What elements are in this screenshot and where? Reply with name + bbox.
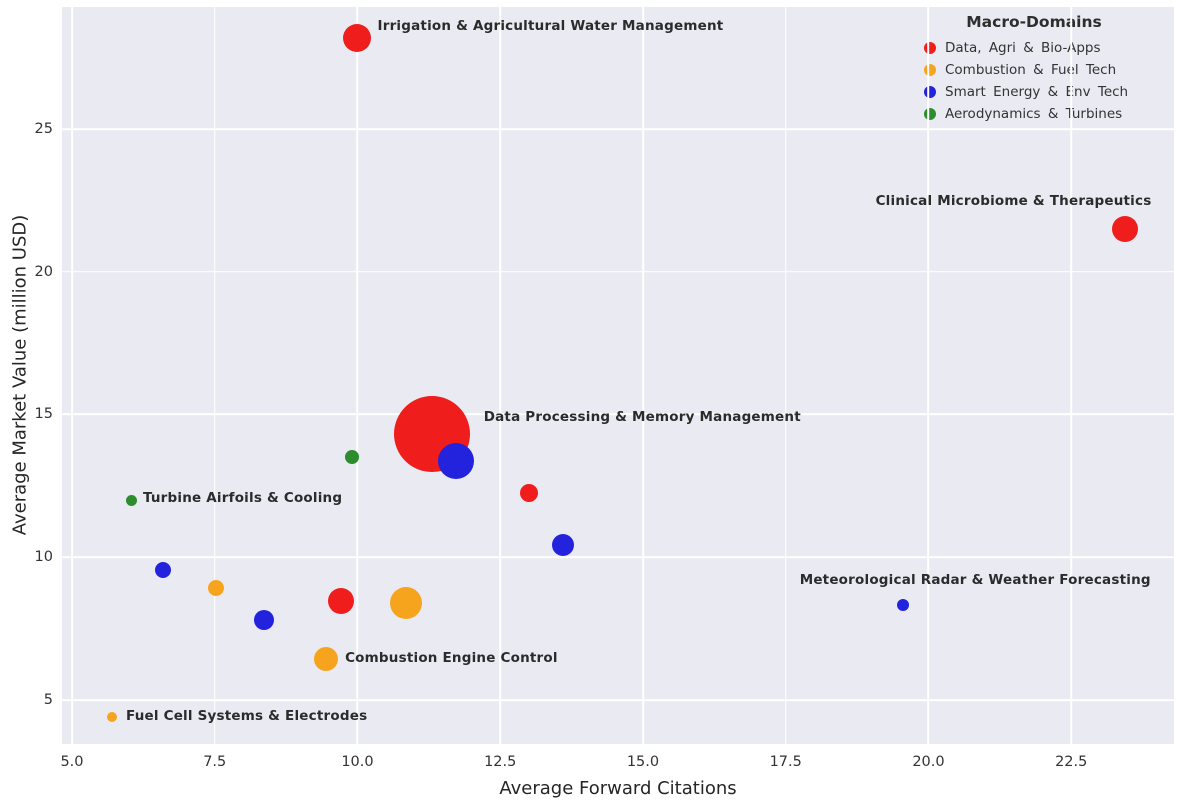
- legend-entry-label: Smart Energy & Env Tech: [945, 84, 1129, 100]
- x-tick-label: 20.0: [912, 754, 945, 770]
- gridline-vertical: [71, 7, 73, 744]
- y-tick-label: 15: [34, 406, 53, 423]
- data-point: [390, 586, 423, 619]
- data-point: [344, 450, 359, 465]
- gridline-vertical: [499, 7, 502, 744]
- data-point: [519, 484, 538, 502]
- data-point: [155, 562, 172, 579]
- point-label: Clinical Microbiome & Therapeutics: [875, 192, 1152, 209]
- x-tick-label: 10.0: [341, 754, 374, 770]
- x-tick-label: 22.5: [1055, 754, 1088, 770]
- gridline-horizontal: [62, 270, 1174, 273]
- legend-entry: Combustion & Fuel Tech: [914, 59, 1154, 81]
- y-tick-label: 20: [34, 263, 53, 280]
- x-tick-label: 7.5: [203, 754, 227, 770]
- gridline-vertical: [642, 7, 644, 744]
- gridline-horizontal: [62, 556, 1174, 559]
- data-point: [1112, 215, 1139, 242]
- x-axis-label: Average Forward Citations: [499, 778, 737, 799]
- gridline-horizontal: [62, 699, 1174, 701]
- x-tick-label: 17.5: [769, 754, 802, 770]
- point-label: Combustion Engine Control: [345, 650, 558, 667]
- data-point: [327, 587, 354, 614]
- legend-marker-icon: [924, 108, 936, 120]
- legend-entry-label: Combustion & Fuel Tech: [945, 62, 1117, 78]
- legend-marker-icon: [924, 64, 936, 76]
- legend-entry-label: Aerodynamics & Turbines: [945, 106, 1123, 122]
- data-point: [314, 647, 339, 672]
- legend-title: Macro-Domains: [966, 13, 1102, 31]
- y-tick-label: 25: [34, 120, 53, 137]
- gridline-vertical: [213, 7, 216, 744]
- data-point: [896, 599, 909, 612]
- x-tick-label: 5.0: [60, 754, 84, 770]
- data-point: [437, 442, 474, 479]
- legend-entries: Data, Agri & Bio-Apps Combustion & Fuel T…: [914, 37, 1154, 125]
- data-point: [253, 610, 274, 631]
- x-tick-label: 15.0: [626, 754, 660, 770]
- point-label: Turbine Airfoils & Cooling: [142, 490, 343, 507]
- legend-entry: Aerodynamics & Turbines: [914, 103, 1154, 125]
- gridline-horizontal: [62, 413, 1174, 416]
- x-tick-label: 12.5: [484, 754, 517, 770]
- point-label: Fuel Cell Systems & Electrodes: [125, 708, 368, 725]
- point-label: Meteorological Radar & Weather Forecasti…: [799, 572, 1151, 589]
- legend-marker-icon: [924, 42, 936, 54]
- plot-area: Macro-Domains Data, Agri & Bio-Apps Combu…: [62, 7, 1174, 744]
- data-point: [343, 23, 372, 52]
- point-label: Data Processing & Memory Management: [483, 409, 801, 426]
- y-axis-label: Average Market Value (million USD): [9, 214, 31, 536]
- legend: Macro-Domains Data, Agri & Bio-Apps Combu…: [910, 11, 1158, 127]
- y-tick-label: 10: [34, 549, 53, 566]
- gridline-vertical: [1070, 7, 1073, 744]
- gridline-vertical: [927, 7, 930, 744]
- legend-entry: Data, Agri & Bio-Apps: [914, 37, 1154, 59]
- legend-marker-icon: [924, 86, 936, 98]
- gridline-horizontal: [62, 128, 1174, 130]
- point-label: Irrigation & Agricultural Water Manageme…: [377, 17, 724, 34]
- data-point: [106, 712, 117, 723]
- legend-entry-label: Data, Agri & Bio-Apps: [945, 40, 1101, 56]
- data-point: [207, 580, 224, 597]
- y-tick-label: 5: [43, 692, 53, 709]
- gridline-vertical: [784, 7, 787, 744]
- data-point: [126, 494, 138, 506]
- legend-entry: Smart Energy & Env Tech: [914, 81, 1154, 103]
- gridline-vertical: [356, 7, 359, 744]
- data-point: [552, 533, 575, 556]
